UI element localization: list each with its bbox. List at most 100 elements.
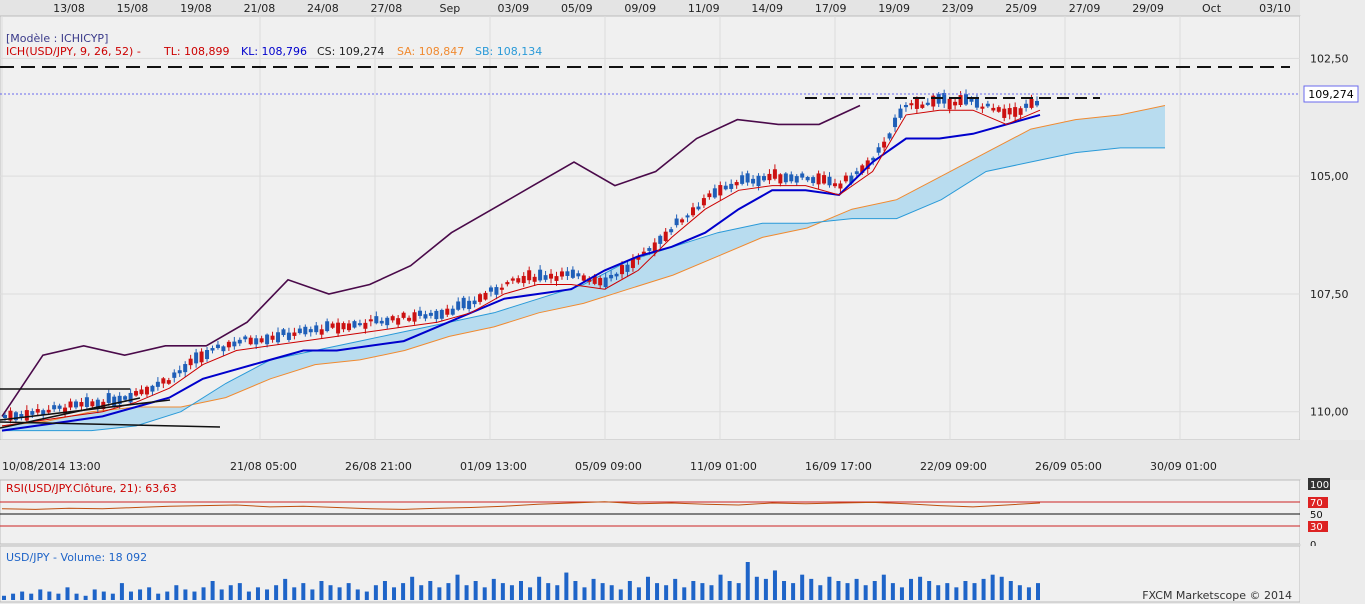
volume-bar — [455, 574, 460, 600]
sb-label: SB: 108,134 — [475, 45, 542, 58]
candle-body — [41, 410, 46, 416]
candle-body — [663, 231, 668, 242]
current-price-label: 109,274 — [1308, 88, 1354, 101]
candle-body — [674, 218, 679, 226]
volume-bar — [165, 591, 170, 600]
top-date-label: Oct — [1202, 2, 1222, 15]
candle-body — [620, 265, 625, 275]
rsi-label: RSI(USD/JPY.Clôture, 21): 63,63 — [6, 482, 177, 495]
volume-bar — [890, 583, 895, 600]
volume-bar — [736, 583, 741, 600]
volume-panel[interactable] — [0, 545, 1301, 603]
candle-body — [210, 348, 215, 351]
volume-bar — [591, 578, 596, 600]
candle-body — [827, 176, 832, 186]
volume-axis — [1300, 546, 1365, 604]
chikou-span-line — [1, 104, 861, 417]
candle-body — [445, 308, 450, 315]
volume-bar — [283, 578, 288, 600]
candle-body — [183, 364, 188, 373]
bottom-date-label: 05/09 09:00 — [575, 460, 642, 473]
candle-body — [860, 165, 865, 173]
top-date-labels: 13/08 15/08 19/08 21/08 24/08 27/08 Sep 03/09 05… — [5, 2, 1294, 22]
volume-bar — [491, 578, 496, 600]
volume-bar — [38, 589, 43, 600]
main-panel[interactable] — [0, 15, 1301, 441]
volume-bar — [954, 587, 959, 600]
volume-bar — [618, 589, 623, 600]
candle-body — [816, 173, 821, 185]
candle-body — [669, 229, 674, 233]
trendline-4[interactable] — [0, 421, 221, 428]
candle-body — [761, 176, 766, 181]
candle-body — [658, 235, 663, 244]
candle-body — [734, 182, 739, 186]
candle-body — [789, 174, 794, 182]
volume-bar — [29, 593, 34, 600]
volume-bar — [609, 585, 614, 600]
candle-body — [718, 185, 723, 196]
candle-body — [254, 338, 259, 345]
volume-bar — [83, 595, 88, 600]
volume-bar — [92, 589, 97, 600]
rsi-panel[interactable] — [0, 479, 1301, 545]
rsi-level-labels: 100 70 50 30 0 — [1308, 478, 1330, 551]
volume-bar — [909, 578, 914, 600]
top-date-label: 23/09 — [942, 2, 974, 15]
candle-body — [456, 301, 461, 310]
volume-bar — [138, 589, 143, 600]
candle-body — [685, 215, 690, 218]
volume-bar — [428, 581, 433, 600]
price-tick-label: 105,00 — [1310, 170, 1349, 183]
volume-bar — [500, 583, 505, 600]
volume-bar — [673, 578, 678, 600]
candle-body — [52, 405, 57, 410]
candle-body — [865, 160, 870, 170]
volume-bar — [128, 591, 133, 600]
volume-bar — [410, 576, 415, 600]
candle-body — [177, 370, 182, 374]
candle-body — [63, 407, 68, 414]
volume-bar — [274, 585, 279, 600]
volume-bar — [265, 589, 270, 600]
candle-body — [832, 183, 837, 187]
candle-body — [314, 325, 319, 333]
volume-bar — [754, 576, 759, 600]
candle-body — [521, 275, 526, 284]
candle-body — [243, 336, 248, 340]
volume-bar — [573, 581, 578, 600]
candle-body — [297, 328, 302, 334]
volume-bar — [845, 583, 850, 600]
volume-bar — [319, 581, 324, 600]
candlesticks — [3, 89, 1039, 424]
top-date-label: 24/08 — [307, 2, 339, 15]
candle-body — [35, 409, 40, 413]
price-tick-label: 107,50 — [1310, 288, 1349, 301]
volume-bar — [509, 585, 514, 600]
candle-body — [538, 269, 543, 281]
candle-body — [532, 276, 537, 282]
volume-bars — [2, 562, 1040, 600]
candle-body — [265, 334, 270, 345]
candle-body — [805, 176, 810, 181]
candle-body — [226, 341, 231, 348]
candle-body — [958, 95, 963, 106]
volume-bar — [292, 587, 297, 600]
candle-body — [407, 317, 412, 321]
volume-bar — [809, 578, 814, 600]
volume-bar — [519, 581, 523, 600]
candle-body — [144, 386, 149, 395]
volume-bar — [827, 576, 832, 600]
volume-bar — [727, 581, 732, 600]
volume-bar — [899, 587, 904, 600]
top-date-label: 19/09 — [878, 2, 910, 15]
candle-body — [969, 97, 974, 102]
volume-bar — [382, 581, 387, 600]
candle-body — [8, 410, 13, 421]
candle-body — [903, 104, 908, 108]
candle-body — [822, 175, 827, 184]
ich-label: ICH(USD/JPY, 9, 26, 52) - — [6, 45, 141, 58]
volume-bar — [918, 576, 923, 600]
volume-bar — [682, 587, 687, 600]
candle-body — [843, 175, 848, 182]
